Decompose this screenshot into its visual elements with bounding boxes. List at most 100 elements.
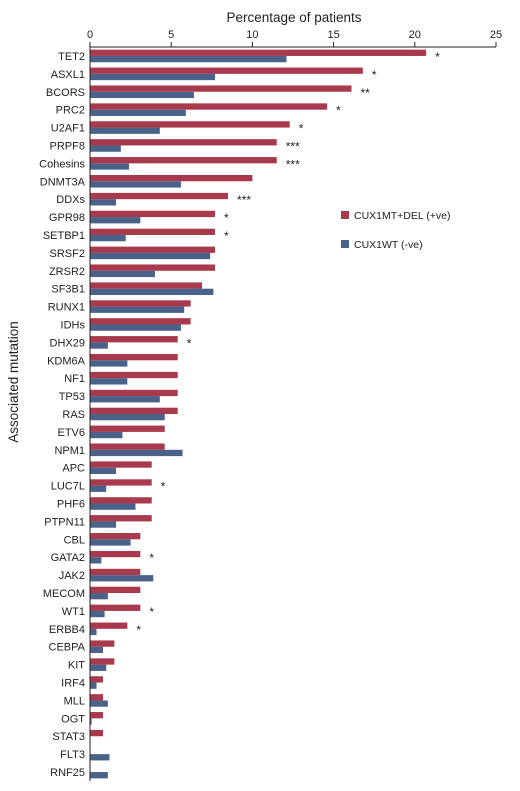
bar-positive: [90, 139, 277, 146]
bar-positive: [90, 604, 141, 611]
category-label: OGT: [61, 713, 85, 725]
bar-negative: [90, 718, 92, 725]
category-label: NPM1: [54, 445, 85, 457]
category-label: RAS: [62, 409, 85, 421]
category-group: [90, 515, 152, 528]
x-tick-label: 0: [87, 29, 93, 41]
y-axis: TET2 ASXL1 BCORS PRC2 U2AF1 PRPF8 Cohesins DNMT…: [39, 47, 91, 781]
category-label: SF3B1: [51, 284, 85, 296]
bar-negative: [90, 288, 214, 295]
category-label: NF1: [64, 373, 85, 385]
bar-negative: [90, 449, 183, 457]
bar-positive: [90, 443, 165, 450]
significance-marker: *: [224, 229, 229, 243]
category-label: RUNX1: [48, 302, 85, 314]
category-label: Cohesins: [39, 158, 85, 170]
category-group: [90, 353, 178, 367]
legend-label: CUX1MT+DEL (+ve): [354, 210, 450, 222]
category-label: ERBB4: [49, 624, 85, 636]
bar-positive: [90, 533, 141, 540]
bar-positive: [90, 712, 103, 719]
legend: CUX1MT+DEL (+ve) CUX1WT (-ve): [341, 210, 450, 251]
bar-positive: [90, 586, 141, 594]
category-label: CBL: [64, 534, 85, 546]
category-group: [90, 497, 152, 510]
category-label: TP53: [59, 391, 85, 403]
category-group: [90, 300, 191, 313]
bar-negative: [90, 127, 160, 134]
bar-positive: [90, 371, 178, 379]
bar-negative: [90, 646, 103, 654]
category-group: [90, 772, 108, 779]
bar-negative: [90, 503, 136, 510]
category-group: [90, 712, 103, 725]
category-label: TET2: [58, 51, 85, 63]
category-label: WT1: [62, 606, 85, 618]
category-label: BCORS: [46, 87, 85, 99]
bar-positive: [90, 246, 216, 253]
significance-marker: *: [299, 122, 304, 136]
bar-negative: [90, 324, 181, 331]
category-label: U2AF1: [51, 123, 85, 135]
significance-marker: *: [149, 605, 154, 619]
legend-label: CUX1WT (-ve): [354, 239, 423, 251]
category-label: PTPN11: [44, 516, 85, 528]
category-group: *: [90, 479, 166, 494]
bar-positive: [90, 407, 178, 414]
bar-negative: [90, 772, 108, 779]
bar-negative: [90, 378, 128, 385]
category-group: *: [90, 121, 304, 136]
x-tick-label: 25: [490, 29, 502, 41]
category-group: ***: [90, 157, 300, 171]
significance-marker: **: [360, 86, 370, 100]
bar-negative: [90, 575, 154, 582]
category-label: ASXL1: [51, 69, 85, 81]
y-axis-label: Associated mutation: [6, 321, 21, 443]
significance-marker: *: [136, 623, 141, 637]
category-label: ETV6: [57, 427, 85, 439]
bar-positive: [90, 85, 352, 92]
significance-marker: *: [161, 480, 166, 494]
category-group: [90, 694, 108, 707]
bar-negative: [90, 593, 108, 600]
bar-positive: [90, 640, 115, 647]
bar-negative: [90, 252, 211, 260]
bar-negative: [90, 199, 116, 206]
category-label: RNF25: [50, 767, 85, 779]
bar-negative: [90, 360, 128, 367]
bar-negative: [90, 181, 181, 188]
bar-negative: [90, 414, 165, 421]
category-group: [90, 371, 178, 385]
category-label: GPR98: [49, 212, 85, 224]
significance-marker: *: [187, 336, 192, 350]
bar-positive: [90, 676, 103, 683]
category-group: *: [90, 604, 154, 619]
category-label: DHX29: [50, 337, 85, 349]
bar-negative: [90, 109, 186, 116]
bar-negative: [90, 217, 141, 224]
category-group: ***: [90, 192, 251, 207]
category-label: DDXs: [56, 194, 85, 206]
bar-negative: [90, 396, 160, 403]
category-group: *: [90, 336, 192, 350]
category-group: [90, 676, 103, 689]
x-tick-label: 20: [409, 29, 421, 41]
category-label: IDHs: [61, 319, 86, 331]
bar-positive: [90, 694, 103, 701]
category-label: LUC7L: [51, 481, 85, 493]
category-group: **: [90, 85, 370, 100]
x-axis: 0 5 10 15 20 25: [87, 29, 502, 48]
category-group: [90, 586, 141, 600]
category-label: SETBP1: [43, 230, 85, 242]
category-label: IRF4: [61, 678, 85, 690]
category-label: JAK2: [59, 570, 85, 582]
category-label: KDM6A: [47, 355, 86, 367]
category-label: PHF6: [57, 499, 85, 511]
x-tick-label: 15: [327, 29, 339, 41]
bar-positive: [90, 336, 178, 343]
category-group: [90, 640, 115, 654]
bar-negative: [90, 163, 129, 170]
bar-positive: [90, 282, 203, 289]
category-label: KIT: [68, 660, 85, 672]
